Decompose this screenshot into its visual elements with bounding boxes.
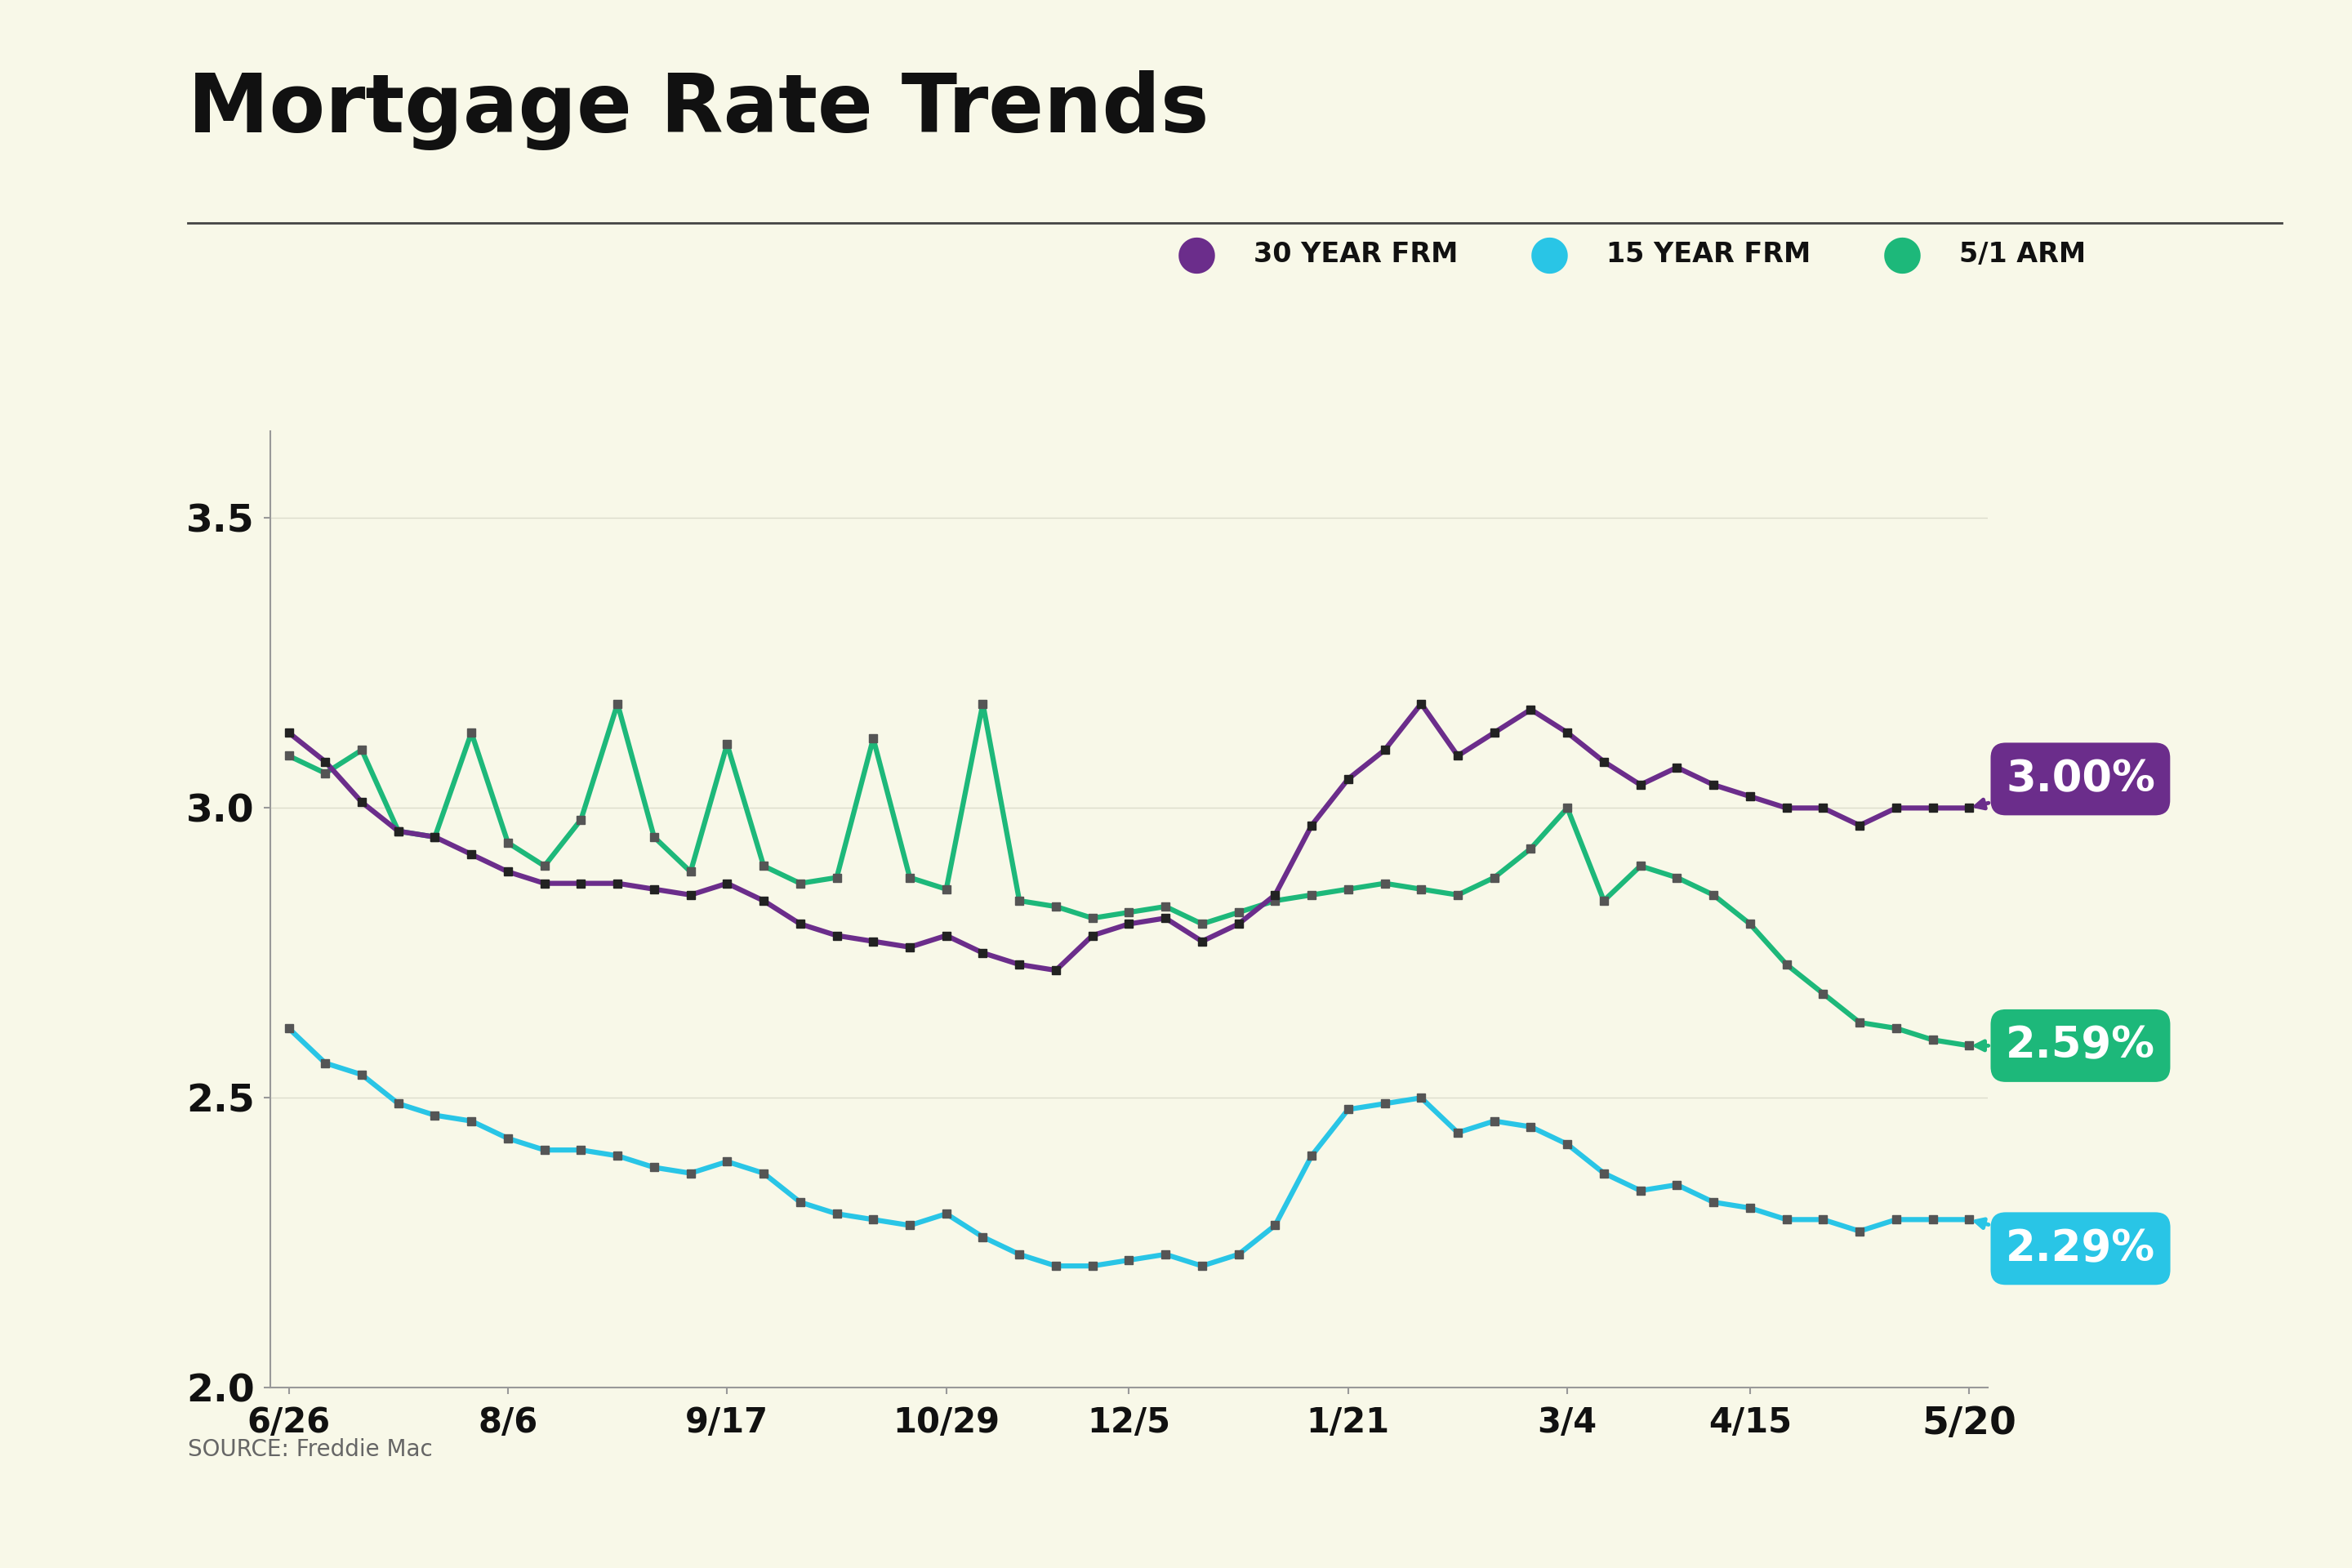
Text: ●: ● [1529, 230, 1571, 278]
Text: 15 YEAR FRM: 15 YEAR FRM [1606, 240, 1811, 268]
Text: SOURCE: Freddie Mac: SOURCE: Freddie Mac [188, 1438, 433, 1461]
Text: ●: ● [1882, 230, 1924, 278]
Text: 3.00%: 3.00% [1976, 757, 2154, 809]
Text: Mortgage Rate Trends: Mortgage Rate Trends [188, 71, 1209, 151]
Text: 2.29%: 2.29% [1976, 1220, 2154, 1270]
Text: 2.59%: 2.59% [1976, 1024, 2154, 1066]
Text: 5/1 ARM: 5/1 ARM [1959, 240, 2086, 268]
Text: 30 YEAR FRM: 30 YEAR FRM [1254, 240, 1458, 268]
Text: ●: ● [1176, 230, 1218, 278]
